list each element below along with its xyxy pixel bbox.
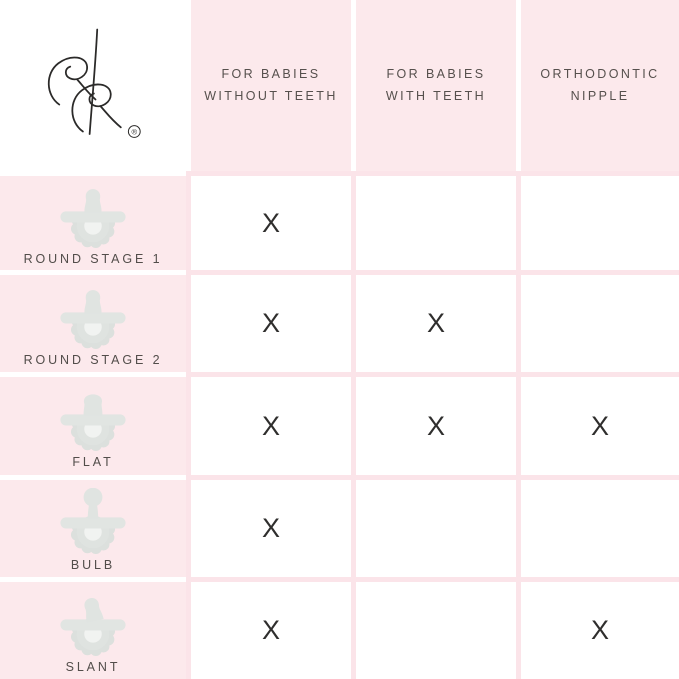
pacifier-icon [57,590,129,659]
table-cell [356,480,516,577]
pacifier-icon [57,487,129,557]
row-label-round-stage-1: ROUND STAGE 1 [0,176,186,270]
column-header-orthodontic: ORTHODONTIC NIPPLE [521,0,679,171]
row-label-text: FLAT [72,455,114,469]
header-line: ORTHODONTIC [540,67,660,82]
pacifier-round-icon [60,289,126,349]
x-mark-cell: X [191,176,351,270]
header-line: WITH TEETH [385,88,487,103]
pacifier-flat-icon [60,394,126,451]
pacifier-slant-icon [60,597,126,656]
table-cell [356,176,516,270]
x-mark-cell: X [521,582,679,679]
pacifier-icon [57,182,129,251]
brand-logo-cell: ® [0,0,186,171]
row-label-round-stage-2: ROUND STAGE 2 [0,275,186,372]
pacifier-round-icon [60,189,126,248]
row-label-slant: SLANT [0,582,186,679]
pacifier-icon [57,283,129,352]
x-mark-cell: X [191,377,351,475]
x-mark-cell: X [356,275,516,372]
x-mark-cell: X [356,377,516,475]
x-mark-cell: X [191,275,351,372]
table-cell [521,176,679,270]
row-label-text: ROUND STAGE 1 [23,252,163,266]
pacifier-icon [57,385,129,454]
header-line: NIPPLE [570,88,630,103]
x-mark-cell: X [191,582,351,679]
row-label-text: BULB [70,557,116,572]
pacifier-bulb-icon [60,487,126,554]
header-line: FOR BABIES [221,67,321,82]
header-line: WITHOUT TEETH [204,88,338,103]
x-mark-cell: X [191,480,351,577]
column-header-without-teeth: FOR BABIES WITHOUT TEETH [191,0,351,171]
registered-mark: ® [132,127,138,136]
x-mark-cell: X [521,377,679,475]
table-cell [356,582,516,679]
row-label-flat: FLAT [0,377,186,475]
table-cell [521,275,679,372]
row-label-bulb: BULB [0,480,186,577]
table-cell [521,480,679,577]
registered-mark-icon: ® [127,124,141,138]
header-line: FOR BABIES [386,67,486,82]
rr-monogram-icon: ® [47,28,141,138]
row-label-text: ROUND STAGE 2 [23,352,163,367]
row-label-text: SLANT [65,659,121,674]
column-header-with-teeth: FOR BABIES WITH TEETH [356,0,516,171]
